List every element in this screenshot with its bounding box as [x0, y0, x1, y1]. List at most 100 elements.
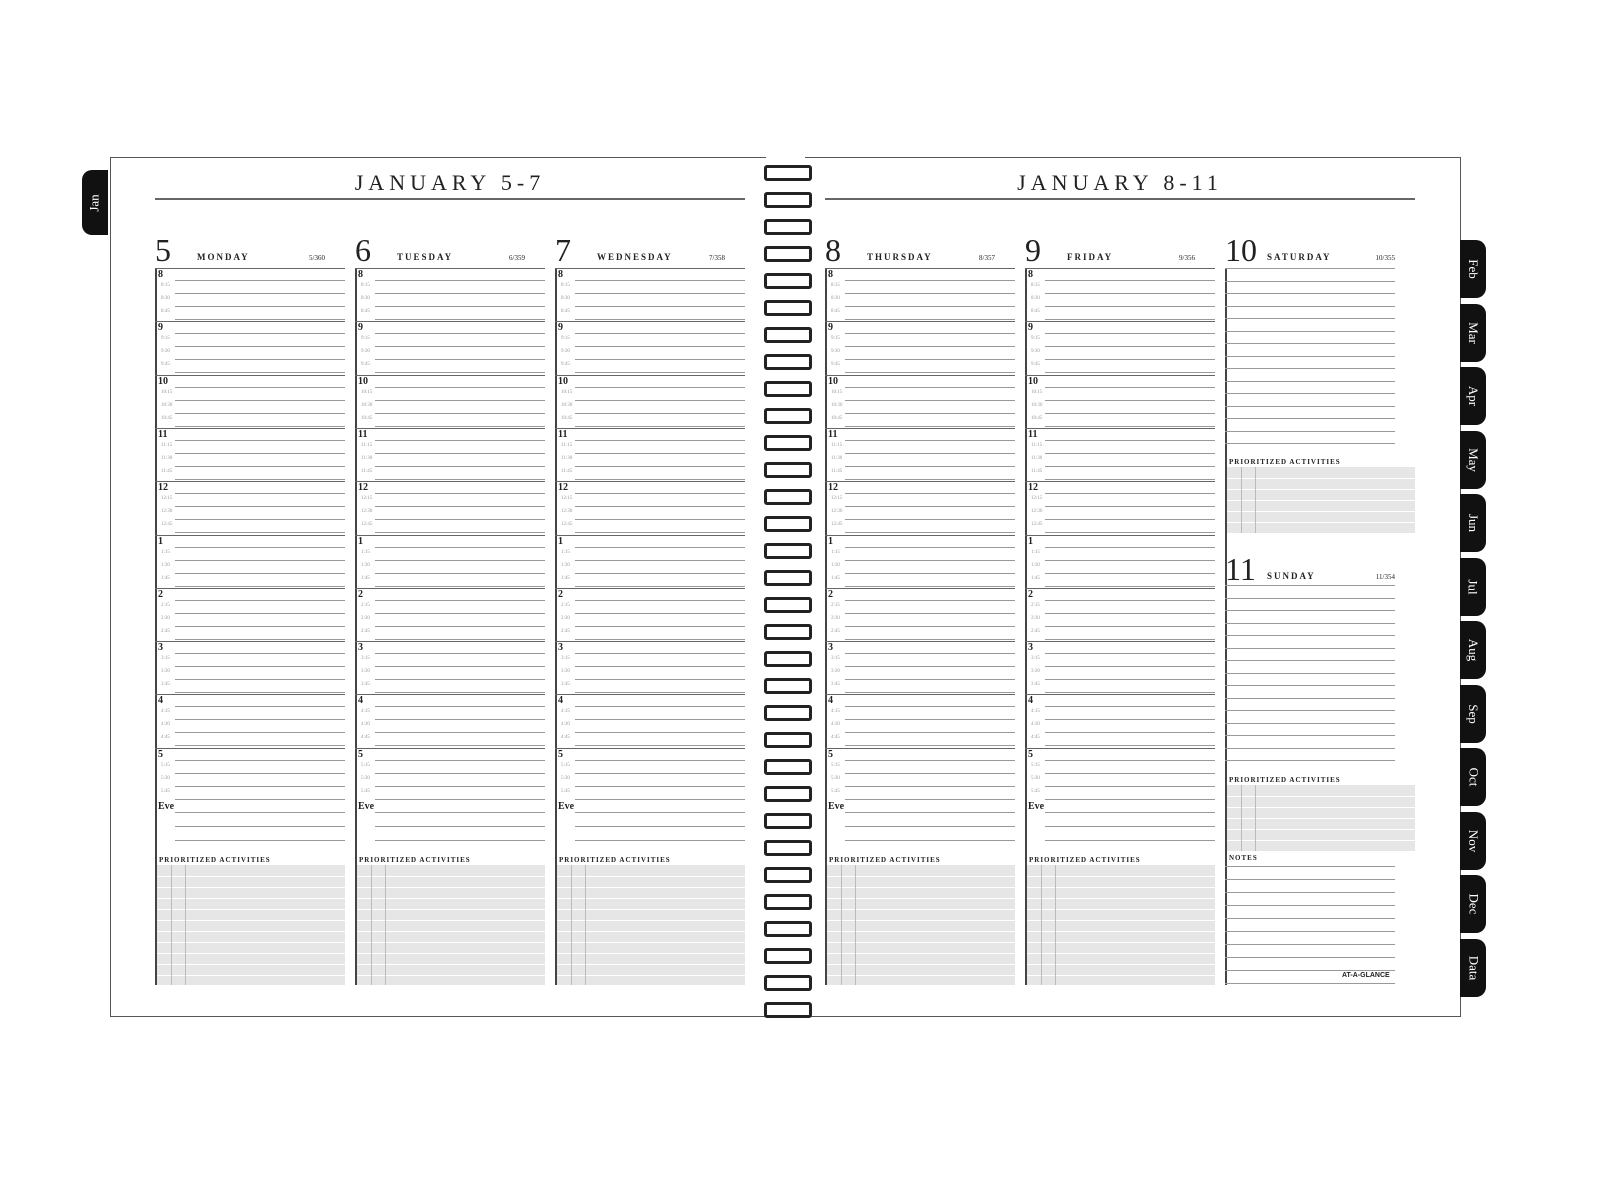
hour-label: 2	[1028, 588, 1033, 600]
hour-label: 12	[558, 482, 568, 494]
month-tab-oct[interactable]: Oct	[1460, 748, 1486, 806]
quarter-line	[575, 745, 745, 747]
tab-label: Mar	[1465, 321, 1481, 344]
month-tab-nov[interactable]: Nov	[1460, 811, 1486, 870]
quarter-line	[175, 638, 345, 640]
month-tab-jul[interactable]: Jul	[1460, 557, 1486, 616]
day-header: 10 Saturday 10/355	[1205, 234, 1395, 266]
quarter-line	[375, 506, 545, 508]
quarter-line	[175, 559, 345, 561]
spiral-ring	[764, 651, 812, 667]
quarter-line	[175, 425, 345, 427]
prioritized-activities-label: PRIORITIZED ACTIVITIES	[1229, 776, 1341, 784]
prioritized-activities-grid[interactable]	[1225, 785, 1415, 851]
quarter-label: 2:30	[361, 615, 370, 621]
day-name: Thursday	[867, 252, 933, 262]
quarter-line	[845, 465, 1015, 467]
quarter-label: 2:45	[561, 628, 570, 634]
month-tab-may[interactable]: May	[1460, 430, 1486, 489]
hour-label: 10	[828, 375, 838, 387]
evening-label: Eve	[358, 801, 375, 812]
writing-line	[1225, 280, 1395, 282]
month-tab-mar[interactable]: Mar	[1460, 303, 1486, 362]
quarter-line	[175, 359, 345, 361]
prioritized-activities-grid[interactable]	[825, 865, 1015, 985]
day-name: Sunday	[1267, 571, 1316, 581]
quarter-line	[375, 333, 545, 335]
prioritized-activities-grid[interactable]	[355, 865, 545, 985]
quarter-line	[1045, 386, 1215, 388]
hour-label: 11	[158, 428, 168, 440]
prioritized-activities-grid[interactable]	[1225, 467, 1415, 533]
writing-line	[1225, 368, 1395, 369]
month-tab-apr[interactable]: Apr	[1460, 367, 1486, 425]
quarter-line	[375, 559, 545, 561]
month-tab-data[interactable]: Data	[1460, 938, 1486, 997]
day-schedule-column[interactable]	[1025, 268, 1217, 985]
quarter-label: 5:15	[831, 762, 840, 768]
month-tab-sep[interactable]: Sep	[1460, 684, 1486, 743]
hour-label: 1	[1028, 535, 1033, 547]
quarter-label: 2:15	[831, 602, 840, 608]
prioritized-activities-grid[interactable]	[555, 865, 745, 985]
day-schedule-column[interactable]	[155, 268, 347, 985]
quarter-line	[375, 612, 545, 614]
prioritized-activities-grid[interactable]	[1025, 865, 1215, 985]
quarter-label: 8:15	[161, 283, 170, 288]
saturday-column[interactable]	[1225, 268, 1417, 985]
quarter-label: 8:30	[161, 296, 170, 301]
quarter-line	[175, 293, 345, 294]
month-tab-jan[interactable]: Jan	[82, 170, 108, 235]
quarter-line	[175, 372, 345, 374]
quarter-line	[575, 719, 745, 721]
quarter-line	[575, 638, 745, 640]
quarter-line	[375, 493, 545, 495]
month-tab-aug[interactable]: Aug	[1460, 621, 1486, 679]
quarter-line	[575, 572, 745, 574]
quarter-label: 11:15	[561, 442, 573, 448]
quarter-label: 10:15	[161, 389, 173, 395]
quarter-label: 9:15	[831, 336, 840, 342]
day-header: 7 Wednesday 7/358	[535, 234, 725, 266]
quarter-line	[1045, 399, 1215, 401]
quarter-label: 12:45	[361, 522, 373, 528]
month-tab-feb[interactable]: Feb	[1460, 240, 1486, 298]
writing-line	[1225, 305, 1395, 307]
month-tab-dec[interactable]: Dec	[1460, 875, 1486, 933]
tab-label: Aug	[1465, 638, 1481, 662]
tab-label: Nov	[1465, 829, 1481, 852]
writing-line	[1225, 330, 1395, 332]
evening-line	[575, 812, 745, 813]
prioritized-activities-grid[interactable]	[155, 865, 345, 985]
quarter-line	[175, 333, 345, 335]
quarter-line	[845, 293, 1015, 294]
evening-label: Eve	[1028, 801, 1045, 812]
quarter-line	[175, 493, 345, 495]
hour-label: 3	[558, 642, 563, 654]
quarter-line	[375, 679, 545, 681]
day-schedule-column[interactable]	[555, 268, 747, 985]
day-count: 7/358	[709, 254, 725, 262]
quarter-line	[175, 478, 345, 480]
quarter-line	[575, 585, 745, 587]
hour-label: 2	[828, 588, 833, 600]
day-count: 8/357	[979, 254, 995, 262]
hour-label: 9	[1028, 322, 1033, 334]
hour-label: 8	[828, 269, 833, 280]
day-count: 10/355	[1375, 254, 1395, 262]
quarter-label: 3:45	[561, 682, 570, 688]
writing-line	[1225, 944, 1395, 945]
tab-label: Feb	[1466, 259, 1481, 279]
day-number: 6	[355, 232, 371, 268]
hour-line	[825, 427, 1015, 429]
quarter-label: 3:45	[161, 682, 170, 688]
quarter-line	[575, 692, 745, 694]
writing-line	[1225, 760, 1395, 761]
spiral-ring	[764, 300, 812, 316]
quarter-line	[375, 785, 545, 787]
quarter-label: 10:45	[1031, 415, 1043, 421]
month-tab-jun[interactable]: Jun	[1460, 494, 1486, 552]
day-schedule-column[interactable]	[355, 268, 547, 985]
day-schedule-column[interactable]	[825, 268, 1017, 985]
quarter-label: 4:15	[161, 709, 170, 715]
